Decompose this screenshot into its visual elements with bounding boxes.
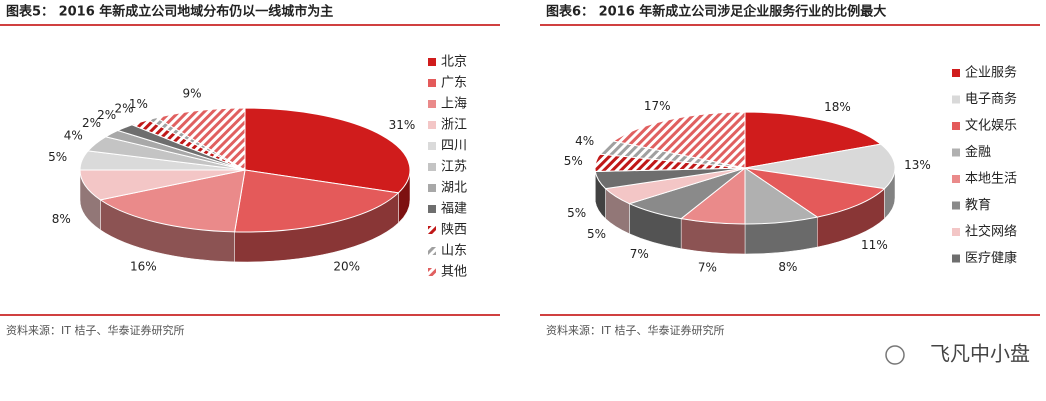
legend-swatch [952, 69, 960, 77]
data-label: 7% [698, 260, 717, 274]
data-label: 1% [129, 97, 148, 111]
data-label: 20% [333, 260, 360, 274]
slice [244, 107, 411, 194]
legend-label: 福建 [441, 202, 467, 217]
legend-swatch [952, 228, 960, 236]
data-label: 17% [644, 99, 671, 113]
legend-swatch [428, 58, 436, 66]
data-label: 2% [115, 101, 134, 115]
legend-label: 上海 [441, 97, 467, 112]
legend-label: 医疗健康 [965, 250, 1017, 266]
data-label: 2% [97, 108, 116, 122]
legend-swatch [428, 121, 436, 129]
legend-label: 金融 [965, 144, 991, 160]
legend-swatch [428, 142, 436, 150]
data-label: 5% [564, 154, 583, 168]
data-label: 5% [48, 150, 67, 164]
data-label: 31% [389, 118, 416, 132]
legend-label: 其他 [441, 265, 467, 280]
data-label: 4% [64, 129, 83, 143]
legend-label: 电子商务 [965, 91, 1017, 107]
data-label: 8% [778, 260, 797, 274]
legend-swatch [428, 100, 436, 108]
legend-swatch [952, 95, 960, 104]
legend-swatch [952, 148, 960, 157]
legend-swatch [428, 268, 436, 276]
legend-label: 江苏 [441, 159, 467, 175]
legend-label: 社交网络 [965, 224, 1017, 240]
legend-swatch [952, 201, 960, 210]
data-label: 16% [130, 260, 157, 274]
watermark-icon [885, 345, 905, 365]
slice [234, 169, 400, 233]
data-label: 18% [824, 100, 851, 114]
legend-swatch [952, 175, 960, 183]
legend-swatch [428, 184, 436, 192]
data-label: 5% [587, 227, 606, 241]
legend-swatch [952, 122, 960, 130]
data-label: 7% [630, 247, 649, 261]
data-label: 4% [575, 134, 594, 148]
legend-label: 北京 [441, 55, 467, 70]
slice [99, 169, 246, 233]
legend-label: 企业服务 [965, 65, 1017, 81]
legend-label: 四川 [441, 139, 467, 154]
legend-label: 广东 [441, 76, 467, 91]
legend-swatch [952, 254, 960, 263]
slice [744, 143, 896, 190]
data-label: 5% [567, 206, 586, 220]
legend-label: 教育 [965, 197, 991, 213]
legend-label: 文化娱乐 [965, 119, 1017, 134]
legend-swatch [428, 247, 436, 255]
chart-title: 图表5： 2016 年新成立公司地域分布仍以一线城市为主 [6, 4, 333, 20]
legend-label: 本地生活 [965, 172, 1017, 187]
legend-label: 陕西 [441, 223, 467, 238]
legend-swatch [428, 205, 436, 213]
chart-title: 图表6： 2016 年新成立公司涉足企业服务行业的比例最大 [546, 4, 886, 20]
slice [744, 167, 886, 218]
data-label: 2% [82, 116, 101, 130]
slice [612, 111, 746, 169]
legend-swatch [428, 79, 436, 87]
legend-label: 山东 [441, 244, 467, 259]
source: 资料来源：IT 桔子、华泰证券研究所 [546, 323, 724, 337]
data-label: 9% [183, 86, 202, 100]
legend-swatch [428, 163, 436, 171]
data-label: 11% [861, 238, 888, 252]
watermark: 飞凡中小盘 [930, 342, 1030, 366]
data-label: 13% [904, 158, 931, 172]
legend-label: 浙江 [441, 118, 467, 133]
slice [155, 107, 246, 171]
legend-swatch [428, 226, 436, 234]
slice [744, 111, 882, 169]
legend-label: 湖北 [441, 181, 467, 196]
data-label: 8% [52, 212, 71, 226]
source: 资料来源：IT 桔子、华泰证券研究所 [6, 323, 184, 337]
